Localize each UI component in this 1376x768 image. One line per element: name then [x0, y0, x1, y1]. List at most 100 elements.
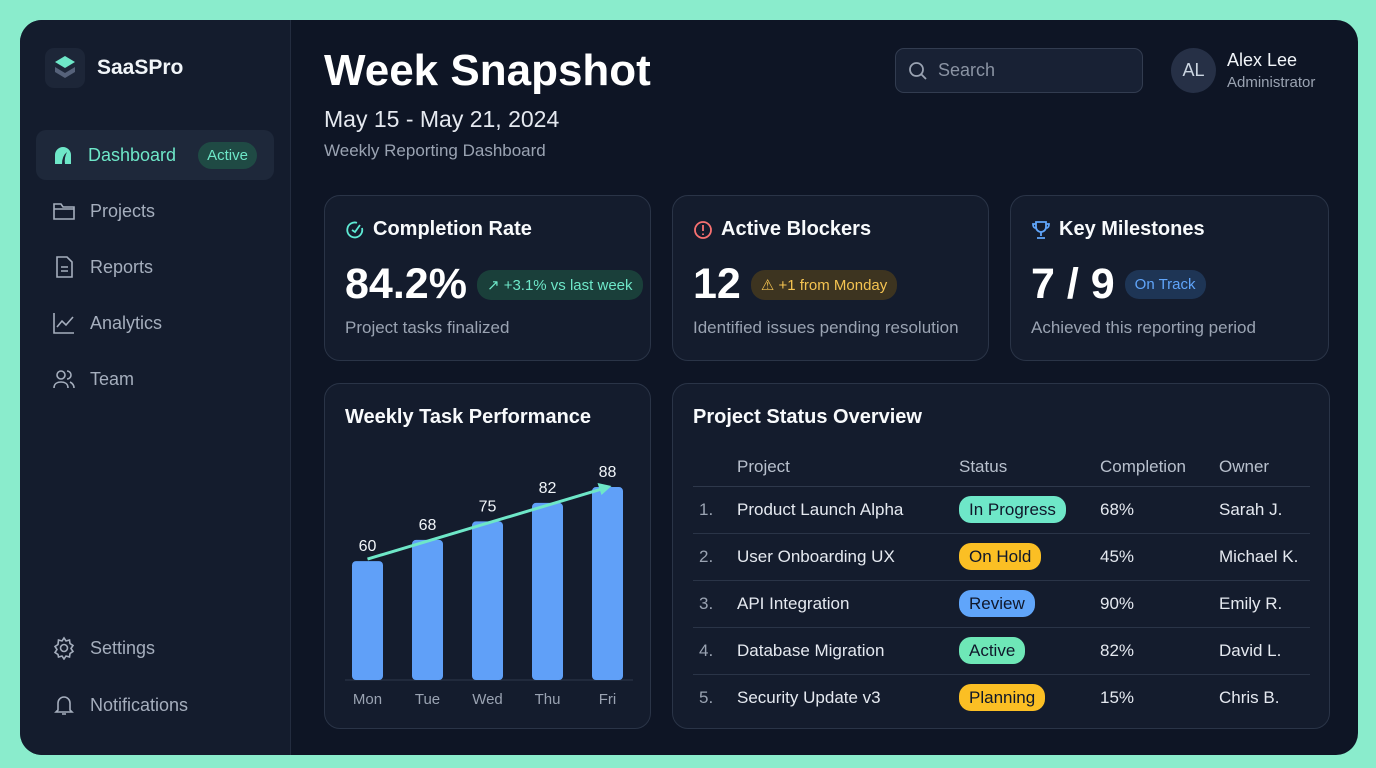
- kpi-title: Key Milestones: [1059, 218, 1205, 240]
- active-badge: Active: [198, 141, 257, 169]
- completion: 82%: [1100, 627, 1219, 675]
- user-profile[interactable]: AL Alex Lee Administrator: [1171, 48, 1315, 93]
- x-tick-label: Mon: [353, 691, 382, 708]
- gauge-icon: [52, 144, 74, 166]
- sidebar-item-settings[interactable]: Settings: [36, 623, 274, 673]
- column-header: Project: [737, 448, 959, 487]
- sidebar-item-projects[interactable]: Projects: [36, 186, 274, 236]
- logo-icon: [45, 48, 85, 88]
- kpi-badge-text: On Track: [1134, 276, 1196, 293]
- owner: David L.: [1219, 627, 1310, 675]
- logo[interactable]: SaaSPro: [45, 48, 183, 88]
- date-range: May 15 - May 21, 2024: [324, 106, 560, 132]
- status-cell: On Hold: [959, 533, 1100, 581]
- warning-icon: ⚠: [760, 276, 779, 294]
- sidebar-item-team[interactable]: Team: [36, 354, 274, 404]
- bell-icon: [52, 693, 76, 717]
- sidebar: SaaSPro Dashboard Active Projects Reports An…: [20, 20, 291, 755]
- main-content: Week Snapshot May 15 - May 21, 2024 Week…: [291, 20, 1358, 755]
- chart-line-icon: [52, 311, 76, 335]
- sidebar-nav: Dashboard Active Projects Reports Analytics T…: [36, 130, 274, 410]
- project-name: Product Launch Alpha: [737, 486, 959, 534]
- sidebar-item-analytics[interactable]: Analytics: [36, 298, 274, 348]
- sidebar-item-notifications[interactable]: Notifications: [36, 680, 274, 730]
- column-header: Completion: [1100, 448, 1219, 487]
- row-number: 2.: [693, 533, 737, 581]
- x-tick-label: Fri: [599, 691, 617, 708]
- status-cell: Review: [959, 580, 1100, 628]
- kpi-badge: On Track: [1124, 270, 1206, 299]
- table-row[interactable]: 5. Security Update v3 Planning 15% Chris B.: [693, 674, 1310, 721]
- table-row[interactable]: 3. API Integration Review 90% Emily R.: [693, 580, 1310, 628]
- kpi-title: Active Blockers: [721, 218, 872, 240]
- data-label: 60: [359, 538, 377, 555]
- kpi-badge-text: +3.1% vs last week: [503, 276, 633, 294]
- search-icon: [909, 61, 927, 80]
- bar-thu: [532, 502, 563, 680]
- table-row[interactable]: 4. Database Migration Active 82% David L.: [693, 627, 1310, 675]
- status-badge: Review: [959, 589, 1035, 617]
- data-label: 68: [419, 517, 437, 534]
- sidebar-item-label: Settings: [90, 637, 156, 658]
- owner: Chris B.: [1219, 687, 1280, 707]
- owner: Sarah J.: [1219, 486, 1310, 534]
- trend-arrowhead: [597, 483, 612, 496]
- sidebar-item-label: Notifications: [90, 694, 189, 715]
- user-name: Alex Lee: [1227, 50, 1298, 70]
- bar-mon: [352, 561, 383, 680]
- kpi-badge: ⚠ +1 from Monday: [750, 269, 898, 300]
- kpi-value: 12: [693, 260, 741, 308]
- kpi-card-key-milestones: Key Milestones 7 / 9 On Track Achieved t…: [1010, 195, 1329, 361]
- sidebar-item-label: Dashboard: [88, 144, 177, 165]
- status-cell: Active: [959, 627, 1100, 675]
- data-label: 75: [479, 498, 497, 515]
- status-badge: On Hold: [959, 542, 1042, 570]
- sidebar-item-reports[interactable]: Reports: [36, 242, 274, 292]
- status-cell: In Progress: [959, 486, 1100, 534]
- file-icon: [52, 255, 76, 279]
- folder-icon: [52, 200, 76, 222]
- x-tick-label: Tue: [415, 691, 440, 708]
- sidebar-item-label: Reports: [90, 256, 154, 277]
- user-role: Administrator: [1227, 74, 1316, 91]
- sidebar-item-dashboard[interactable]: Dashboard Active: [36, 130, 274, 180]
- page-subtitle: Weekly Reporting Dashboard: [324, 141, 546, 160]
- gear-icon: [52, 636, 76, 660]
- table-row[interactable]: 1. Product Launch Alpha In Progress 68% Sara…: [693, 486, 1310, 534]
- project-name: Database Migration: [737, 627, 959, 675]
- search-box[interactable]: [895, 48, 1143, 93]
- completion: 15%: [1100, 687, 1135, 707]
- column-header: Owner: [1219, 448, 1310, 487]
- page-title: Week Snapshot: [324, 46, 651, 95]
- avatar: AL: [1171, 48, 1216, 93]
- column-header: Status: [959, 448, 1100, 487]
- kpi-value: 84.2%: [345, 260, 467, 308]
- data-label: 88: [599, 464, 617, 481]
- sidebar-bottom-nav: Settings Notifications: [36, 623, 274, 737]
- owner: Emily R.: [1219, 580, 1310, 628]
- search-input[interactable]: [938, 60, 1128, 81]
- sidebar-item-label: Team: [90, 368, 135, 389]
- row-number: 5.: [699, 687, 714, 707]
- table-title: Project Status Overview: [693, 406, 922, 428]
- trend-line: [367, 487, 602, 561]
- bar-chart: 60 Mon 68 Tue 75 Wed 82 Thu 88 Fri: [345, 464, 633, 708]
- bar-tue: [412, 539, 443, 680]
- kpi-value: 7 / 9: [1031, 260, 1115, 308]
- arrow-up-right-icon: ↗: [486, 276, 504, 294]
- project-name: User Onboarding UX: [737, 533, 959, 581]
- owner: Michael K.: [1219, 533, 1310, 581]
- status-badge: Active: [959, 636, 1026, 664]
- trophy-icon: [1032, 220, 1050, 239]
- table-row[interactable]: 2. User Onboarding UX On Hold 45% Michael K.: [693, 533, 1310, 581]
- kpi-description: Identified issues pending resolution: [693, 318, 959, 337]
- status-badge: In Progress: [959, 495, 1066, 523]
- kpi-card-active-blockers: Active Blockers 12 ⚠ +1 from Monday Iden…: [672, 195, 989, 361]
- completion: 68%: [1100, 486, 1219, 534]
- app-name: SaaSPro: [97, 56, 184, 79]
- project-table: Project Status Completion Owner 1. Product La…: [693, 448, 1310, 721]
- alert-circle-icon: [694, 220, 712, 239]
- sidebar-item-label: Projects: [90, 200, 156, 221]
- row-number: 1.: [693, 486, 737, 534]
- completion: 90%: [1100, 580, 1219, 628]
